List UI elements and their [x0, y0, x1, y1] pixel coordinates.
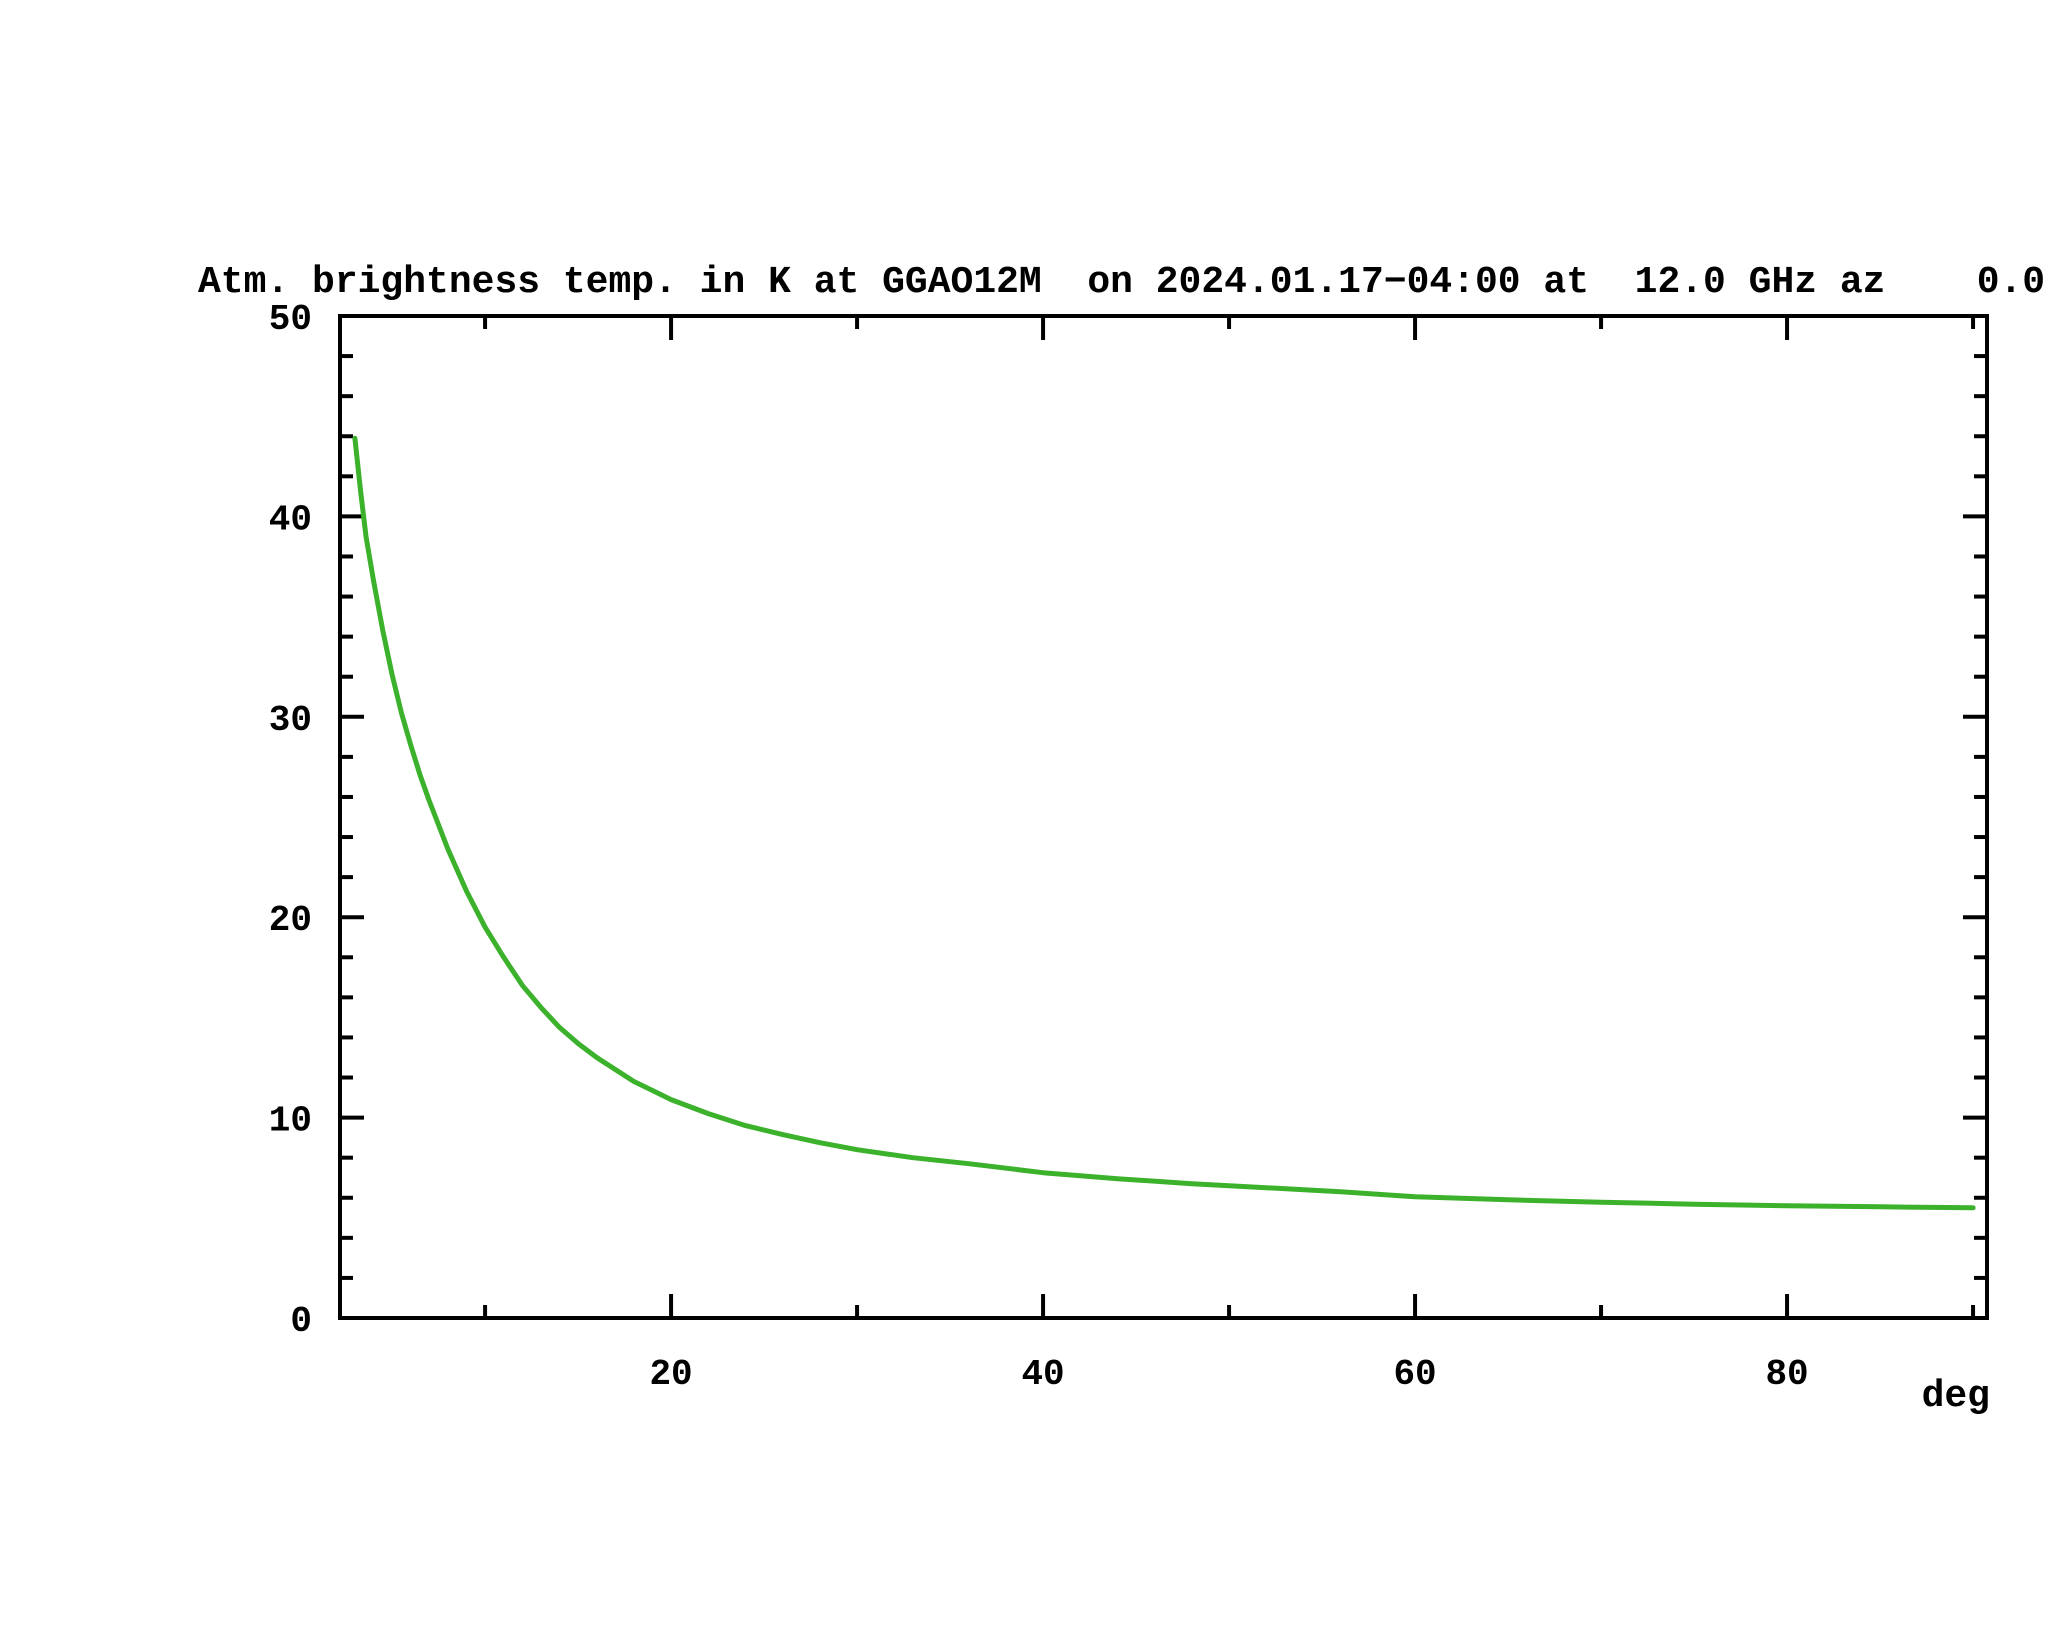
chart-title: Atm. brightness temp. in K at GGAO12M on…: [198, 261, 2045, 304]
x-axis-unit-label: deg: [1922, 1375, 1990, 1418]
y-axis-tick-label: 30: [269, 700, 312, 741]
data-curve-group: [352, 435, 1976, 1211]
y-axis-tick-label: 20: [269, 900, 312, 941]
y-axis-tick-label: 10: [269, 1101, 312, 1142]
y-axis-tick-label: 40: [269, 499, 312, 540]
x-axis-tick-label: 60: [1393, 1354, 1436, 1395]
axes-frame-group: [338, 314, 1989, 1320]
x-axis-tick-label: 20: [649, 1354, 692, 1395]
y-axis-tick-label: 0: [290, 1301, 312, 1342]
plot-frame: [338, 314, 1989, 1320]
x-axis-tick-label: 80: [1765, 1354, 1808, 1395]
tick-marks-group: [340, 316, 1987, 1318]
x-axis-tick-label: 40: [1021, 1354, 1064, 1395]
temperature-curve: [352, 435, 1976, 1211]
y-axis-tick-label: 50: [269, 299, 312, 340]
tick-labels-group: 20 40 60 80 0 10 20 30 40 50: [269, 299, 1809, 1395]
